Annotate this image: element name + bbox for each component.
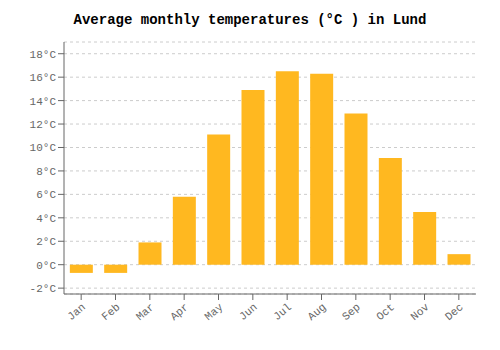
svg-text:Apr: Apr (168, 301, 191, 323)
svg-text:12°C: 12°C (30, 119, 57, 131)
svg-text:Nov: Nov (409, 301, 432, 323)
svg-text:18°C: 18°C (30, 49, 57, 61)
svg-text:Mar: Mar (134, 301, 157, 323)
svg-text:Dec: Dec (443, 301, 466, 323)
svg-text:10°C: 10°C (30, 142, 57, 154)
svg-text:Jan: Jan (65, 301, 88, 323)
svg-text:Feb: Feb (100, 301, 123, 323)
svg-text:4°C: 4°C (36, 213, 56, 225)
svg-text:14°C: 14°C (30, 96, 57, 108)
svg-text:Oct: Oct (374, 301, 397, 323)
svg-text:2°C: 2°C (36, 236, 56, 248)
svg-text:-2°C: -2°C (30, 283, 57, 295)
svg-text:0°C: 0°C (36, 260, 56, 272)
svg-text:16°C: 16°C (30, 72, 57, 84)
svg-text:Aug: Aug (306, 301, 329, 323)
svg-text:Jun: Jun (237, 301, 260, 323)
html-text:Average monthly temperatures (: Average monthly temperatures (°C ) in Lu… (73, 12, 427, 28)
svg-text:6°C: 6°C (36, 189, 56, 201)
svg-text:Jul: Jul (271, 301, 294, 323)
svg-text:May: May (203, 301, 226, 323)
svg-text:Sep: Sep (340, 301, 363, 323)
svg-text:8°C: 8°C (36, 166, 56, 178)
